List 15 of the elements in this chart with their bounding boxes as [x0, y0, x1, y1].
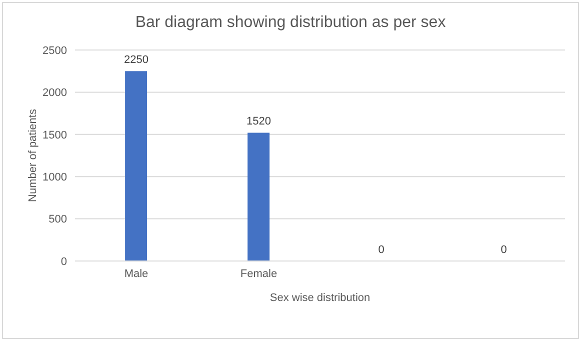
x-axis-title: Sex wise distribution	[270, 292, 370, 304]
data-label: 0	[378, 244, 384, 256]
data-label: 2250	[124, 54, 148, 66]
y-tick-label: 500	[48, 214, 67, 226]
y-tick-label: 0	[60, 256, 67, 268]
data-label: 1520	[246, 116, 271, 128]
x-tick-label: Male	[124, 268, 148, 280]
y-tick-label: 2500	[42, 44, 67, 57]
chart-title: Bar diagram showing distribution as per sex	[134, 14, 447, 32]
y-tick-label: 2000	[42, 87, 67, 100]
y-tick-label: 1500	[42, 129, 67, 142]
y-tick-label: 1000	[42, 172, 67, 184]
data-label: 0	[500, 244, 507, 256]
y-axis-title: Number of patients	[26, 108, 39, 202]
x-tick-label: Female	[240, 268, 278, 280]
